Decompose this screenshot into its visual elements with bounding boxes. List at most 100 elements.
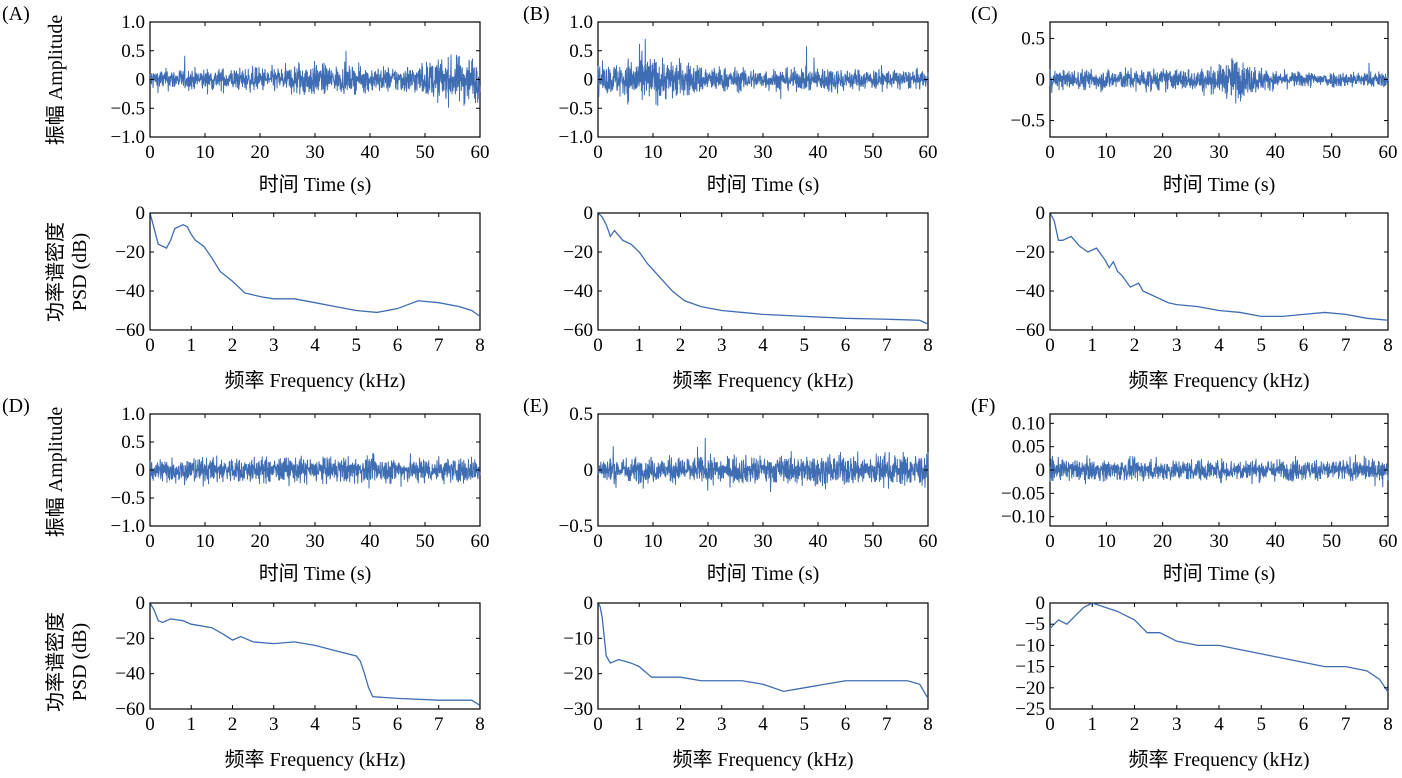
psd-line	[597, 212, 929, 325]
x-tick-label: 2	[228, 335, 238, 356]
y-tick-label: −30	[563, 699, 593, 720]
x-tick-label: 2	[228, 714, 238, 735]
plot-frame	[1049, 212, 1389, 331]
x-tick-label: 30	[306, 531, 325, 552]
chart-panel-3: 0 10 20 30 40 50 60 −1.0 −0.5 0 0.5 1.0 时间 Time (s)	[559, 12, 938, 196]
x-tick-label: 10	[1097, 142, 1116, 163]
chart-panel-9: 0 10 20 30 40 50 60−0.500.5时间 Time (s)	[559, 404, 938, 585]
y-tick-label: 0.10	[1012, 413, 1045, 434]
xlabel-frequency: 频率 Frequency (kHz)	[1128, 748, 1309, 771]
waveform-line	[597, 437, 929, 492]
x-tick-label: 1	[1088, 714, 1098, 735]
y-tick-label: 0	[1036, 70, 1046, 91]
chart-panel-2: 0 1 2 3 4 5 6 7 8 −60 −40 −20 0 频率 Frequency (kHz)	[115, 203, 484, 392]
x-tick-label: 8	[1383, 335, 1393, 356]
plot-frame	[149, 212, 481, 331]
y-tick-label: 0	[1036, 593, 1046, 614]
x-tick-label: 0	[1045, 142, 1055, 163]
y-tick-label: −0.5	[559, 516, 593, 537]
x-tick-label: 8	[1383, 714, 1393, 735]
xlabel-time: 时间 Time (s)	[259, 562, 372, 585]
y-tick-label: −60	[1015, 320, 1045, 341]
plot-frame	[149, 602, 481, 710]
chart-panel-1: 0 10 20 30 40 50 60 −1.0 −0.5 0 0.5 1.0 时间 Time (s)	[111, 12, 490, 196]
y-tick-label: −20	[115, 242, 145, 263]
y-tick-label: −20	[563, 242, 593, 263]
x-tick-label: 1	[187, 335, 197, 356]
y-tick-label: 0	[1036, 460, 1046, 481]
panel-letter-d: (D)	[2, 395, 30, 417]
x-tick-label: 30	[754, 531, 773, 552]
y-tick-label: 0	[136, 460, 146, 481]
y-tick-label: 0.5	[121, 41, 145, 62]
x-tick-label: 4	[1214, 335, 1224, 356]
x-tick-label: 40	[809, 531, 828, 552]
x-tick-label: 4	[1214, 714, 1224, 735]
x-tick-label: 50	[1322, 142, 1341, 163]
y-tick-label: −10	[563, 628, 593, 649]
y-tick-label: 1.0	[121, 12, 145, 33]
waveform-line	[597, 38, 929, 106]
x-tick-label: 7	[1341, 335, 1351, 356]
y-tick-label: −0.10	[1001, 507, 1045, 528]
x-tick-label: 0	[593, 335, 603, 356]
x-tick-label: 2	[1130, 335, 1140, 356]
psd-line	[1049, 602, 1389, 693]
y-tick-label: −0.5	[111, 98, 145, 119]
xlabel-time: 时间 Time (s)	[259, 173, 372, 196]
ylabel-psd-cn-top: 功率谱密度	[44, 222, 67, 322]
y-tick-label: 0	[584, 593, 594, 614]
x-tick-label: 3	[269, 714, 279, 735]
y-tick-label: −5	[1025, 614, 1045, 635]
x-tick-label: 8	[923, 335, 933, 356]
plot-frame	[1049, 602, 1389, 710]
x-tick-label: 6	[841, 335, 851, 356]
x-tick-label: 50	[864, 531, 883, 552]
y-tick-label: 0.5	[121, 432, 145, 453]
x-tick-label: 0	[145, 531, 155, 552]
x-tick-label: 30	[754, 142, 773, 163]
y-tick-label: −0.05	[1001, 483, 1045, 504]
chart-panel-8: 0 1 2 3 4 5 6 7 8 −60 −40 −20 0 频率 Frequency (kHz)	[115, 593, 484, 771]
y-tick-label: 0	[584, 70, 594, 91]
x-tick-label: 1	[1088, 335, 1098, 356]
x-tick-label: 30	[1210, 531, 1229, 552]
x-tick-label: 50	[864, 142, 883, 163]
y-tick-label: −40	[115, 281, 145, 302]
x-tick-label: 7	[882, 714, 892, 735]
x-tick-label: 5	[352, 714, 362, 735]
x-tick-label: 3	[717, 335, 727, 356]
panel-letter-b: (B)	[523, 3, 550, 25]
y-tick-label: −0.5	[1011, 111, 1045, 132]
waveform-line	[149, 453, 481, 489]
chart-panel-4: 0 1 2 3 4 5 6 7 8 −60 −40 −20 0 频率 Frequency (kHz)	[563, 203, 932, 392]
psd-line	[149, 212, 481, 317]
x-tick-label: 20	[699, 142, 718, 163]
x-tick-label: 4	[758, 714, 768, 735]
psd-line	[1049, 212, 1389, 321]
x-tick-label: 6	[841, 714, 851, 735]
x-tick-label: 20	[251, 531, 270, 552]
x-tick-label: 60	[471, 142, 490, 163]
panel-letter-e: (E)	[523, 395, 549, 417]
x-tick-label: 8	[923, 714, 933, 735]
y-tick-label: 0	[136, 203, 146, 224]
x-tick-label: 5	[1257, 335, 1267, 356]
y-tick-label: −1.0	[111, 127, 145, 148]
psd-line	[149, 602, 481, 707]
chart-panel-10: 0 1 2 3 4 5 6 7 8 −30 −20 −10 0 频率 Frequency (kHz)	[563, 593, 932, 771]
x-tick-label: 3	[1172, 714, 1182, 735]
x-tick-label: 40	[809, 142, 828, 163]
x-tick-label: 40	[1266, 142, 1285, 163]
x-tick-label: 3	[717, 714, 727, 735]
x-tick-label: 40	[361, 142, 380, 163]
y-tick-label: −1.0	[111, 516, 145, 537]
y-tick-label: −60	[563, 320, 593, 341]
x-tick-label: 20	[251, 142, 270, 163]
x-tick-label: 6	[393, 714, 403, 735]
x-tick-label: 10	[196, 142, 215, 163]
x-tick-label: 60	[471, 531, 490, 552]
x-tick-label: 10	[1097, 531, 1116, 552]
x-tick-label: 20	[699, 531, 718, 552]
